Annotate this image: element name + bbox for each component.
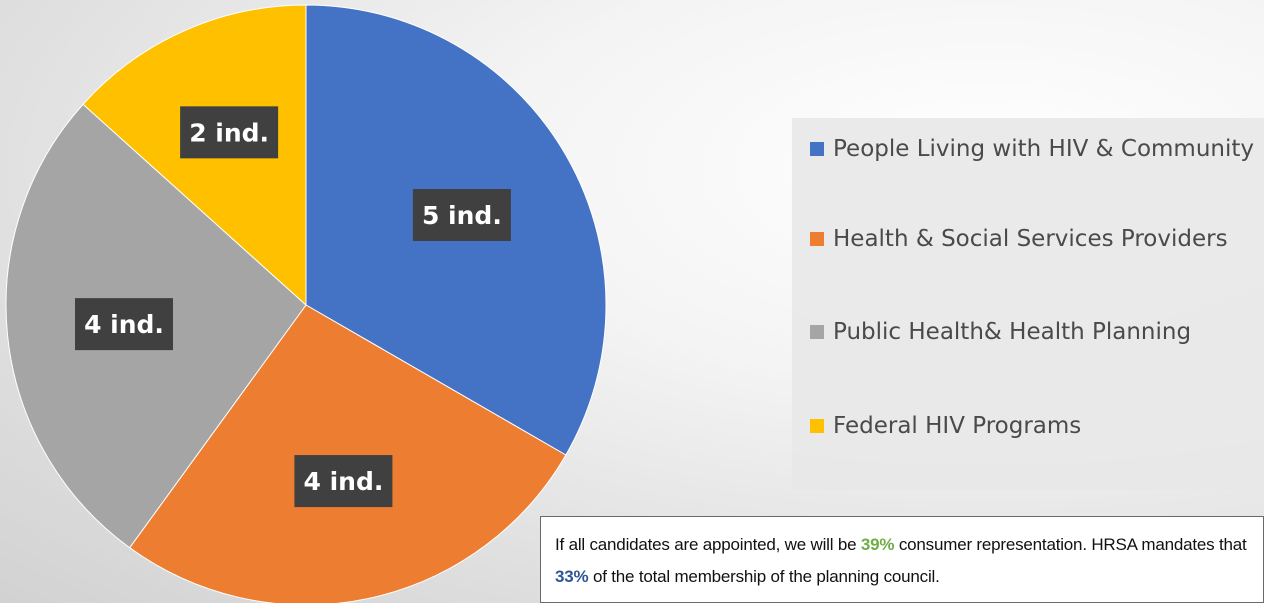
note-percent-mandate: 33% <box>555 567 589 586</box>
pie-data-label: 2 ind. <box>180 106 279 159</box>
legend-item-people-living-with-hiv: People Living with HIV & Community <box>810 132 1263 166</box>
legend-item-federal-hiv-programs: Federal HIV Programs <box>810 409 1263 443</box>
legend-swatch <box>810 232 824 246</box>
data-label-box <box>294 455 393 508</box>
pie-data-label: 4 ind. <box>294 455 393 508</box>
consumer-representation-note: If all candidates are appointed, we will… <box>540 516 1264 603</box>
data-label-text: 4 ind. <box>84 310 164 339</box>
legend-item-public-health-planning: Public Health& Health Planning <box>810 315 1263 349</box>
note-text: If all candidates are appointed, we will… <box>555 535 861 554</box>
legend-item-health-social-services: Health & Social Services Providers <box>810 222 1263 256</box>
data-label-box <box>412 189 511 241</box>
pie-slice <box>128 304 567 603</box>
legend-swatch <box>810 419 824 433</box>
note-text: of the total membership of the planning … <box>588 567 940 586</box>
legend-swatch <box>810 325 824 339</box>
note-text: consumer representation. HRSA mandates t… <box>894 535 1247 554</box>
note-percent-consumer: 39% <box>860 535 895 554</box>
pie-chart: 5 ind. 4 ind. 4 ind. 2 ind. <box>5 4 607 603</box>
legend-label: Federal HIV Programs <box>833 413 1082 439</box>
data-label-text: 4 ind. <box>303 467 383 496</box>
pie-data-label: 5 ind. <box>412 189 511 241</box>
data-label-text: 2 ind. <box>189 118 269 147</box>
pie-data-label: 4 ind. <box>75 298 174 351</box>
data-label-box <box>180 106 279 159</box>
data-label-box <box>75 298 174 351</box>
legend-swatch <box>810 142 824 156</box>
legend-label: People Living with HIV & Community <box>833 136 1255 162</box>
legend-label: Public Health& Health Planning <box>833 319 1192 345</box>
data-label-text: 5 ind. <box>422 201 502 230</box>
legend-label: Health & Social Services Providers <box>833 226 1228 252</box>
chart-legend: People Living with HIV & Community Healt… <box>792 118 1264 490</box>
